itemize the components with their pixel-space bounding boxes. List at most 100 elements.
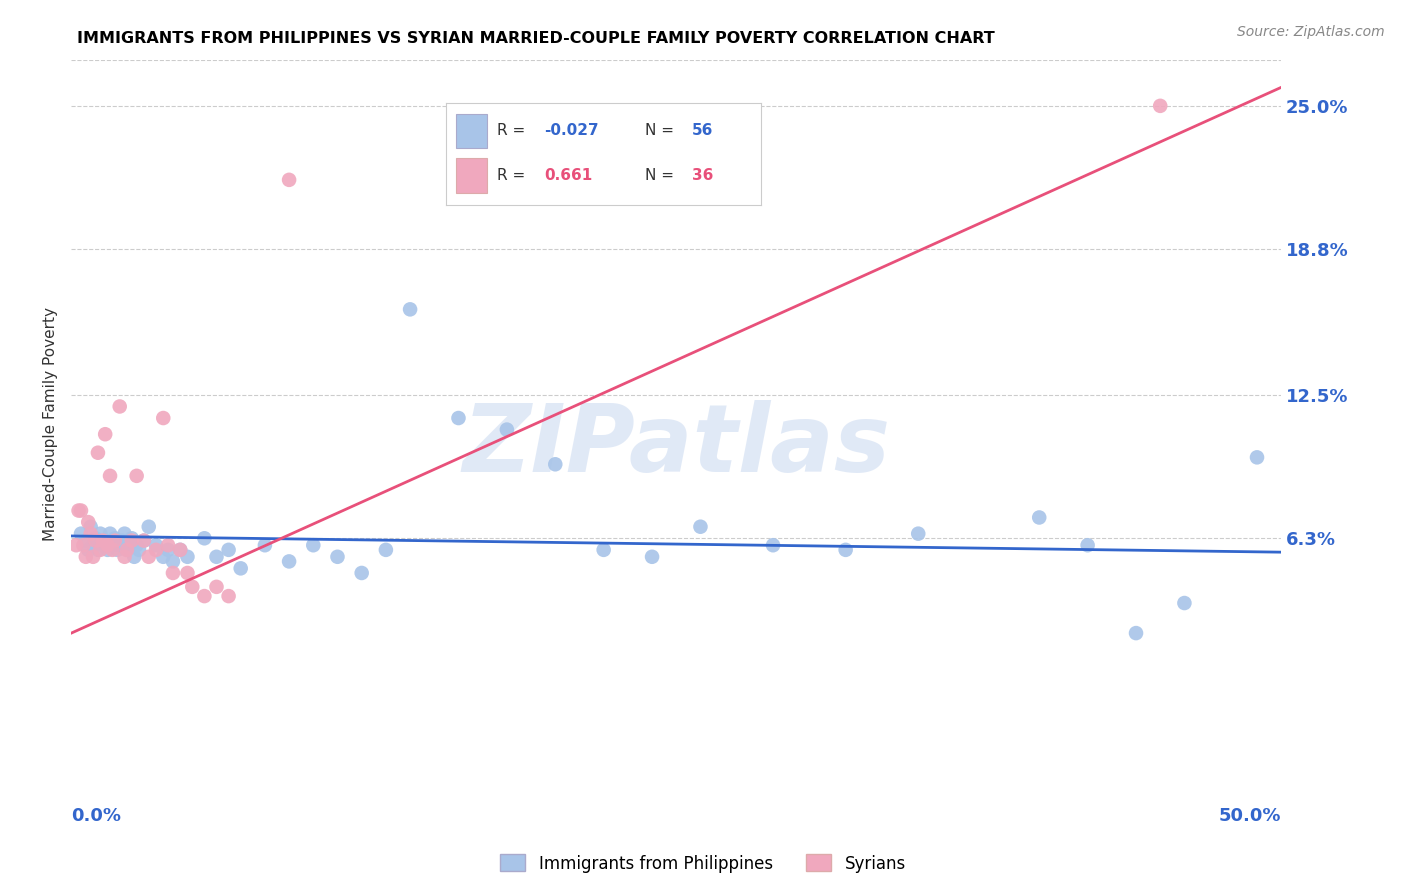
Point — [326, 549, 349, 564]
Point — [145, 538, 167, 552]
Point — [205, 549, 228, 564]
Point — [193, 531, 215, 545]
Point — [278, 173, 301, 187]
Point — [169, 542, 191, 557]
Point — [162, 566, 184, 580]
Point — [101, 542, 124, 557]
Point — [114, 549, 136, 564]
Point — [101, 538, 124, 552]
Point — [97, 538, 120, 552]
Point — [1125, 626, 1147, 640]
Point — [104, 531, 127, 545]
Point — [89, 526, 111, 541]
Point — [138, 519, 160, 533]
Text: ZIPatlas: ZIPatlas — [463, 400, 890, 491]
Point — [544, 458, 567, 472]
Point — [65, 538, 87, 552]
Point — [1173, 596, 1195, 610]
Point — [115, 542, 138, 557]
Point — [132, 533, 155, 548]
Point — [94, 427, 117, 442]
Point — [75, 533, 97, 548]
Point — [762, 538, 785, 552]
Point — [115, 542, 138, 557]
Point — [121, 531, 143, 545]
Point — [108, 400, 131, 414]
Point — [278, 554, 301, 568]
Legend: Immigrants from Philippines, Syrians: Immigrants from Philippines, Syrians — [494, 847, 912, 880]
Y-axis label: Married-Couple Family Poverty: Married-Couple Family Poverty — [44, 307, 58, 541]
Point — [218, 589, 240, 603]
Point — [89, 542, 111, 557]
Point — [641, 549, 664, 564]
Point — [84, 533, 107, 548]
Point — [70, 526, 93, 541]
Point — [111, 533, 134, 548]
Point — [1246, 450, 1268, 465]
Point — [689, 519, 711, 533]
Text: 50.0%: 50.0% — [1219, 806, 1281, 824]
Point — [91, 538, 114, 552]
Point — [1077, 538, 1099, 552]
Text: Source: ZipAtlas.com: Source: ZipAtlas.com — [1237, 25, 1385, 39]
Point — [834, 542, 856, 557]
Point — [302, 538, 325, 552]
Point — [132, 533, 155, 548]
Point — [121, 533, 143, 548]
Point — [79, 519, 101, 533]
Point — [118, 538, 141, 552]
Point — [84, 531, 107, 545]
Point — [72, 538, 94, 552]
Point — [77, 542, 100, 557]
Point — [104, 533, 127, 548]
Point — [157, 542, 180, 557]
Point — [125, 538, 148, 552]
Point — [169, 542, 191, 557]
Point — [77, 515, 100, 529]
Point — [176, 549, 198, 564]
Point — [176, 566, 198, 580]
Point — [128, 542, 150, 557]
Point — [907, 526, 929, 541]
Point — [105, 542, 128, 557]
Point — [447, 411, 470, 425]
Point — [98, 526, 121, 541]
Point — [1149, 99, 1171, 113]
Point — [67, 503, 90, 517]
Point — [82, 538, 104, 552]
Point — [70, 503, 93, 517]
Point — [122, 549, 145, 564]
Point — [157, 538, 180, 552]
Point — [138, 549, 160, 564]
Point — [91, 533, 114, 548]
Point — [75, 549, 97, 564]
Point — [229, 561, 252, 575]
Point — [97, 542, 120, 557]
Point — [399, 302, 422, 317]
Text: 0.0%: 0.0% — [72, 806, 121, 824]
Point — [108, 538, 131, 552]
Point — [114, 526, 136, 541]
Point — [152, 549, 174, 564]
Point — [125, 468, 148, 483]
Point — [145, 542, 167, 557]
Point — [592, 542, 614, 557]
Point — [253, 538, 276, 552]
Point — [181, 580, 204, 594]
Point — [496, 423, 519, 437]
Point — [87, 542, 110, 557]
Point — [1028, 510, 1050, 524]
Text: IMMIGRANTS FROM PHILIPPINES VS SYRIAN MARRIED-COUPLE FAMILY POVERTY CORRELATION : IMMIGRANTS FROM PHILIPPINES VS SYRIAN MA… — [77, 31, 995, 46]
Point — [98, 468, 121, 483]
Point — [152, 411, 174, 425]
Point — [87, 446, 110, 460]
Point — [218, 542, 240, 557]
Point — [374, 542, 396, 557]
Point — [350, 566, 373, 580]
Point — [94, 533, 117, 548]
Point — [162, 554, 184, 568]
Point — [205, 580, 228, 594]
Point — [82, 549, 104, 564]
Point — [193, 589, 215, 603]
Point — [79, 526, 101, 541]
